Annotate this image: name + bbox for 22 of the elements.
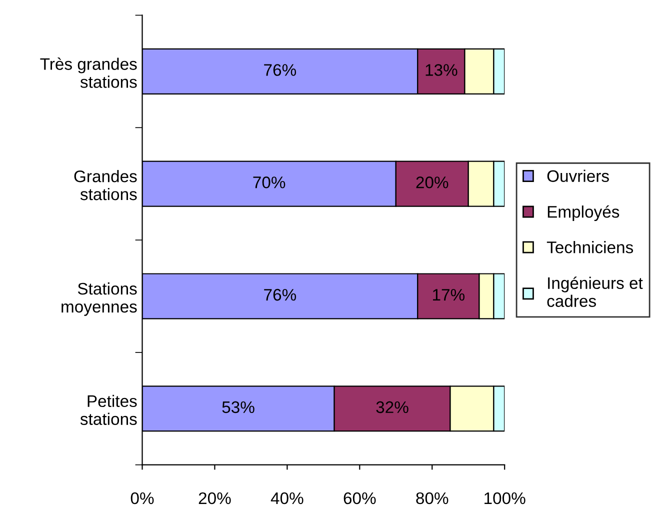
data-label: 17% [433, 288, 465, 301]
legend-label: Ingénieurs et cadres [547, 276, 643, 307]
x-tick-label: 80% [416, 492, 448, 504]
x-tick-label: 60% [344, 492, 376, 504]
data-label: 76% [264, 64, 296, 76]
y-tick-label: Grandes stations [74, 170, 137, 200]
x-tick-label: 100% [484, 492, 526, 504]
x-tick-label: 0% [130, 492, 154, 504]
x-tick-label: 20% [198, 492, 231, 504]
data-label: 53% [222, 401, 254, 414]
legend-label: Techniciens [546, 241, 634, 254]
legend-label: Ouvriers [547, 170, 609, 182]
y-tick-label: Stations moyennes [62, 282, 137, 316]
data-label: 70% [253, 176, 286, 188]
data-label: 32% [376, 401, 408, 414]
data-label: 13% [426, 64, 458, 76]
data-label: 76% [264, 288, 296, 301]
data-label: 20% [416, 176, 448, 188]
x-tick-label: 40% [270, 492, 304, 504]
y-tick-label: Petites stations [80, 394, 137, 426]
y-tick-label: Très grandes stations [40, 58, 137, 88]
legend-label: Employés [548, 205, 620, 222]
